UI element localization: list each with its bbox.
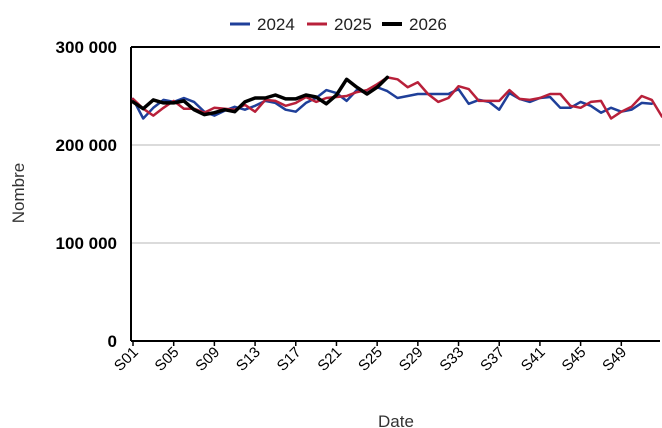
x-tick-label: S41 xyxy=(518,344,549,375)
x-axis-title: Date xyxy=(378,412,414,428)
x-tick-label: S33 xyxy=(436,344,467,375)
x-tick-label: S45 xyxy=(559,344,590,375)
x-tick-label: S49 xyxy=(599,344,630,375)
series-line-2024 xyxy=(131,85,654,120)
x-tick-label: S29 xyxy=(396,344,427,375)
legend-item-2025: 2025 xyxy=(307,15,372,34)
grid-layer xyxy=(131,46,660,342)
y-tick-label: 100 000 xyxy=(56,234,117,253)
x-tick-label: S13 xyxy=(233,344,264,375)
series-line-2026 xyxy=(131,75,390,117)
legend-label: 2026 xyxy=(409,15,447,34)
y-tick-label: 0 xyxy=(108,332,117,351)
series-layer xyxy=(131,75,662,120)
legend-label: 2025 xyxy=(334,15,372,34)
series-line-2025 xyxy=(131,76,662,120)
x-tick-label: S09 xyxy=(192,344,223,375)
x-tick-label: S25 xyxy=(355,344,386,375)
y-tick-label: 300 000 xyxy=(56,38,117,57)
y-tick-label: 200 000 xyxy=(56,136,117,155)
legend-item-2024: 2024 xyxy=(230,15,295,34)
x-tick-label: S37 xyxy=(477,344,508,375)
x-tick-label: S17 xyxy=(274,344,305,375)
x-tick-label: S05 xyxy=(152,344,183,375)
x-tick-label: S21 xyxy=(314,344,345,375)
y-axis-title: Nombre xyxy=(9,163,28,223)
legend: 2024 2025 2026 xyxy=(230,15,447,34)
legend-item-2026: 2026 xyxy=(382,15,447,34)
legend-label: 2024 xyxy=(257,15,295,34)
